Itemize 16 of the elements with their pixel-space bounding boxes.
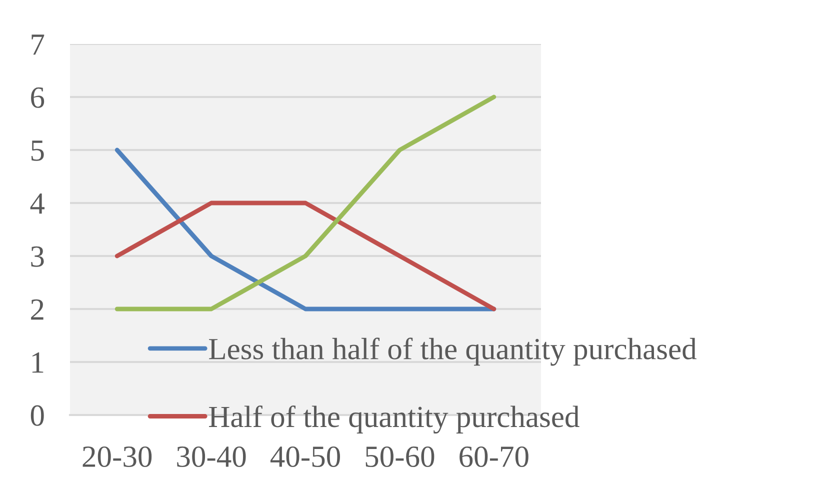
x-tick-label: 30-40 (177, 446, 246, 468)
y-tick-label: 0 (30, 405, 44, 426)
x-tick-label: 60-70 (460, 446, 528, 468)
y-tick-label: 2 (31, 299, 44, 320)
x-tick-label: 40-50 (270, 446, 340, 468)
x-tick-label: 50-60 (366, 446, 434, 468)
y-tick-label: 4 (30, 193, 45, 214)
legend-label: Less than half of the quantity purchased (209, 338, 696, 366)
y-tick-label: 5 (32, 140, 44, 161)
legend-label: Half of the quantity purchased (209, 405, 580, 434)
y-tick-label: 6 (31, 87, 44, 108)
line-series (114, 94, 496, 312)
y-tick-label: 3 (31, 246, 44, 267)
y-tick-label: 1 (32, 352, 44, 373)
x-tick-label: 20-30 (82, 446, 152, 468)
y-tick-label: 7 (32, 34, 44, 55)
